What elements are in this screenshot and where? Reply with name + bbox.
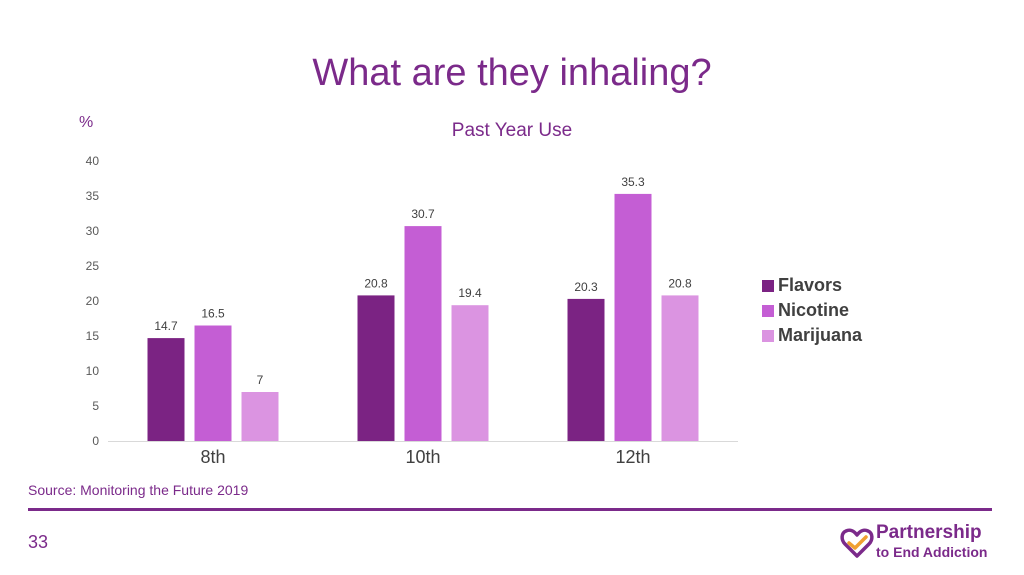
bar-nicotine-12th: [614, 193, 652, 441]
footer-divider: [28, 508, 992, 511]
y-tick-label: 15: [86, 329, 100, 343]
page-number: 33: [28, 532, 49, 552]
x-tick-label: 8th: [200, 447, 225, 467]
data-label: 16.5: [201, 307, 225, 321]
partnership-logo: Partnership to End Addiction: [840, 522, 1000, 564]
data-label: 20.3: [574, 280, 598, 294]
data-label: 7: [257, 373, 264, 387]
chart-title: Past Year Use: [451, 120, 573, 141]
logo-line2: to End Addiction: [876, 544, 988, 560]
y-tick-label: 30: [86, 224, 100, 238]
chart-legend: Flavors Nicotine Marijuana: [762, 273, 862, 348]
source-note: Source: Monitoring the Future 2019: [28, 482, 249, 498]
legend-swatch-marijuana: [762, 329, 774, 342]
data-label: 20.8: [364, 276, 388, 290]
legend-label-nicotine: Nicotine: [778, 300, 850, 320]
legend-item-flavors: Flavors: [762, 273, 862, 298]
logo-line1: Partnership: [876, 522, 982, 543]
legend-label-flavors: Flavors: [778, 275, 843, 295]
y-tick-label: 40: [86, 154, 100, 168]
y-tick-label: 20: [86, 294, 100, 308]
slide-title: What are they inhaling?: [312, 52, 712, 94]
bar-flavors-10th: [357, 295, 395, 441]
y-tick-label: 0: [92, 434, 99, 448]
bar-marijuana-10th: [451, 305, 489, 441]
y-tick-label: 5: [92, 399, 99, 413]
y-tick-label: 10: [86, 364, 100, 378]
legend-item-marijuana: Marijuana: [762, 323, 862, 348]
bar-flavors-8th: [147, 338, 185, 441]
data-label: 20.8: [668, 276, 692, 290]
x-tick-label: 12th: [615, 447, 650, 467]
legend-label-marijuana: Marijuana: [778, 325, 863, 345]
data-label: 14.7: [154, 319, 178, 333]
y-axis-label: %: [79, 114, 94, 131]
heart-logo-icon: [840, 528, 874, 558]
legend-item-nicotine: Nicotine: [762, 298, 862, 323]
bar-nicotine-8th: [194, 325, 232, 441]
y-tick-label: 25: [86, 259, 100, 273]
data-label: 30.7: [411, 207, 435, 221]
legend-swatch-flavors: [762, 279, 774, 292]
data-label: 19.4: [458, 286, 482, 300]
data-label: 35.3: [621, 175, 645, 189]
legend-swatch-nicotine: [762, 304, 774, 317]
x-tick-label: 10th: [405, 447, 440, 467]
y-tick-label: 35: [86, 189, 100, 203]
bar-flavors-12th: [567, 298, 605, 441]
bar-marijuana-12th: [661, 295, 699, 441]
bar-nicotine-10th: [404, 226, 442, 441]
bar-marijuana-8th: [241, 392, 279, 441]
